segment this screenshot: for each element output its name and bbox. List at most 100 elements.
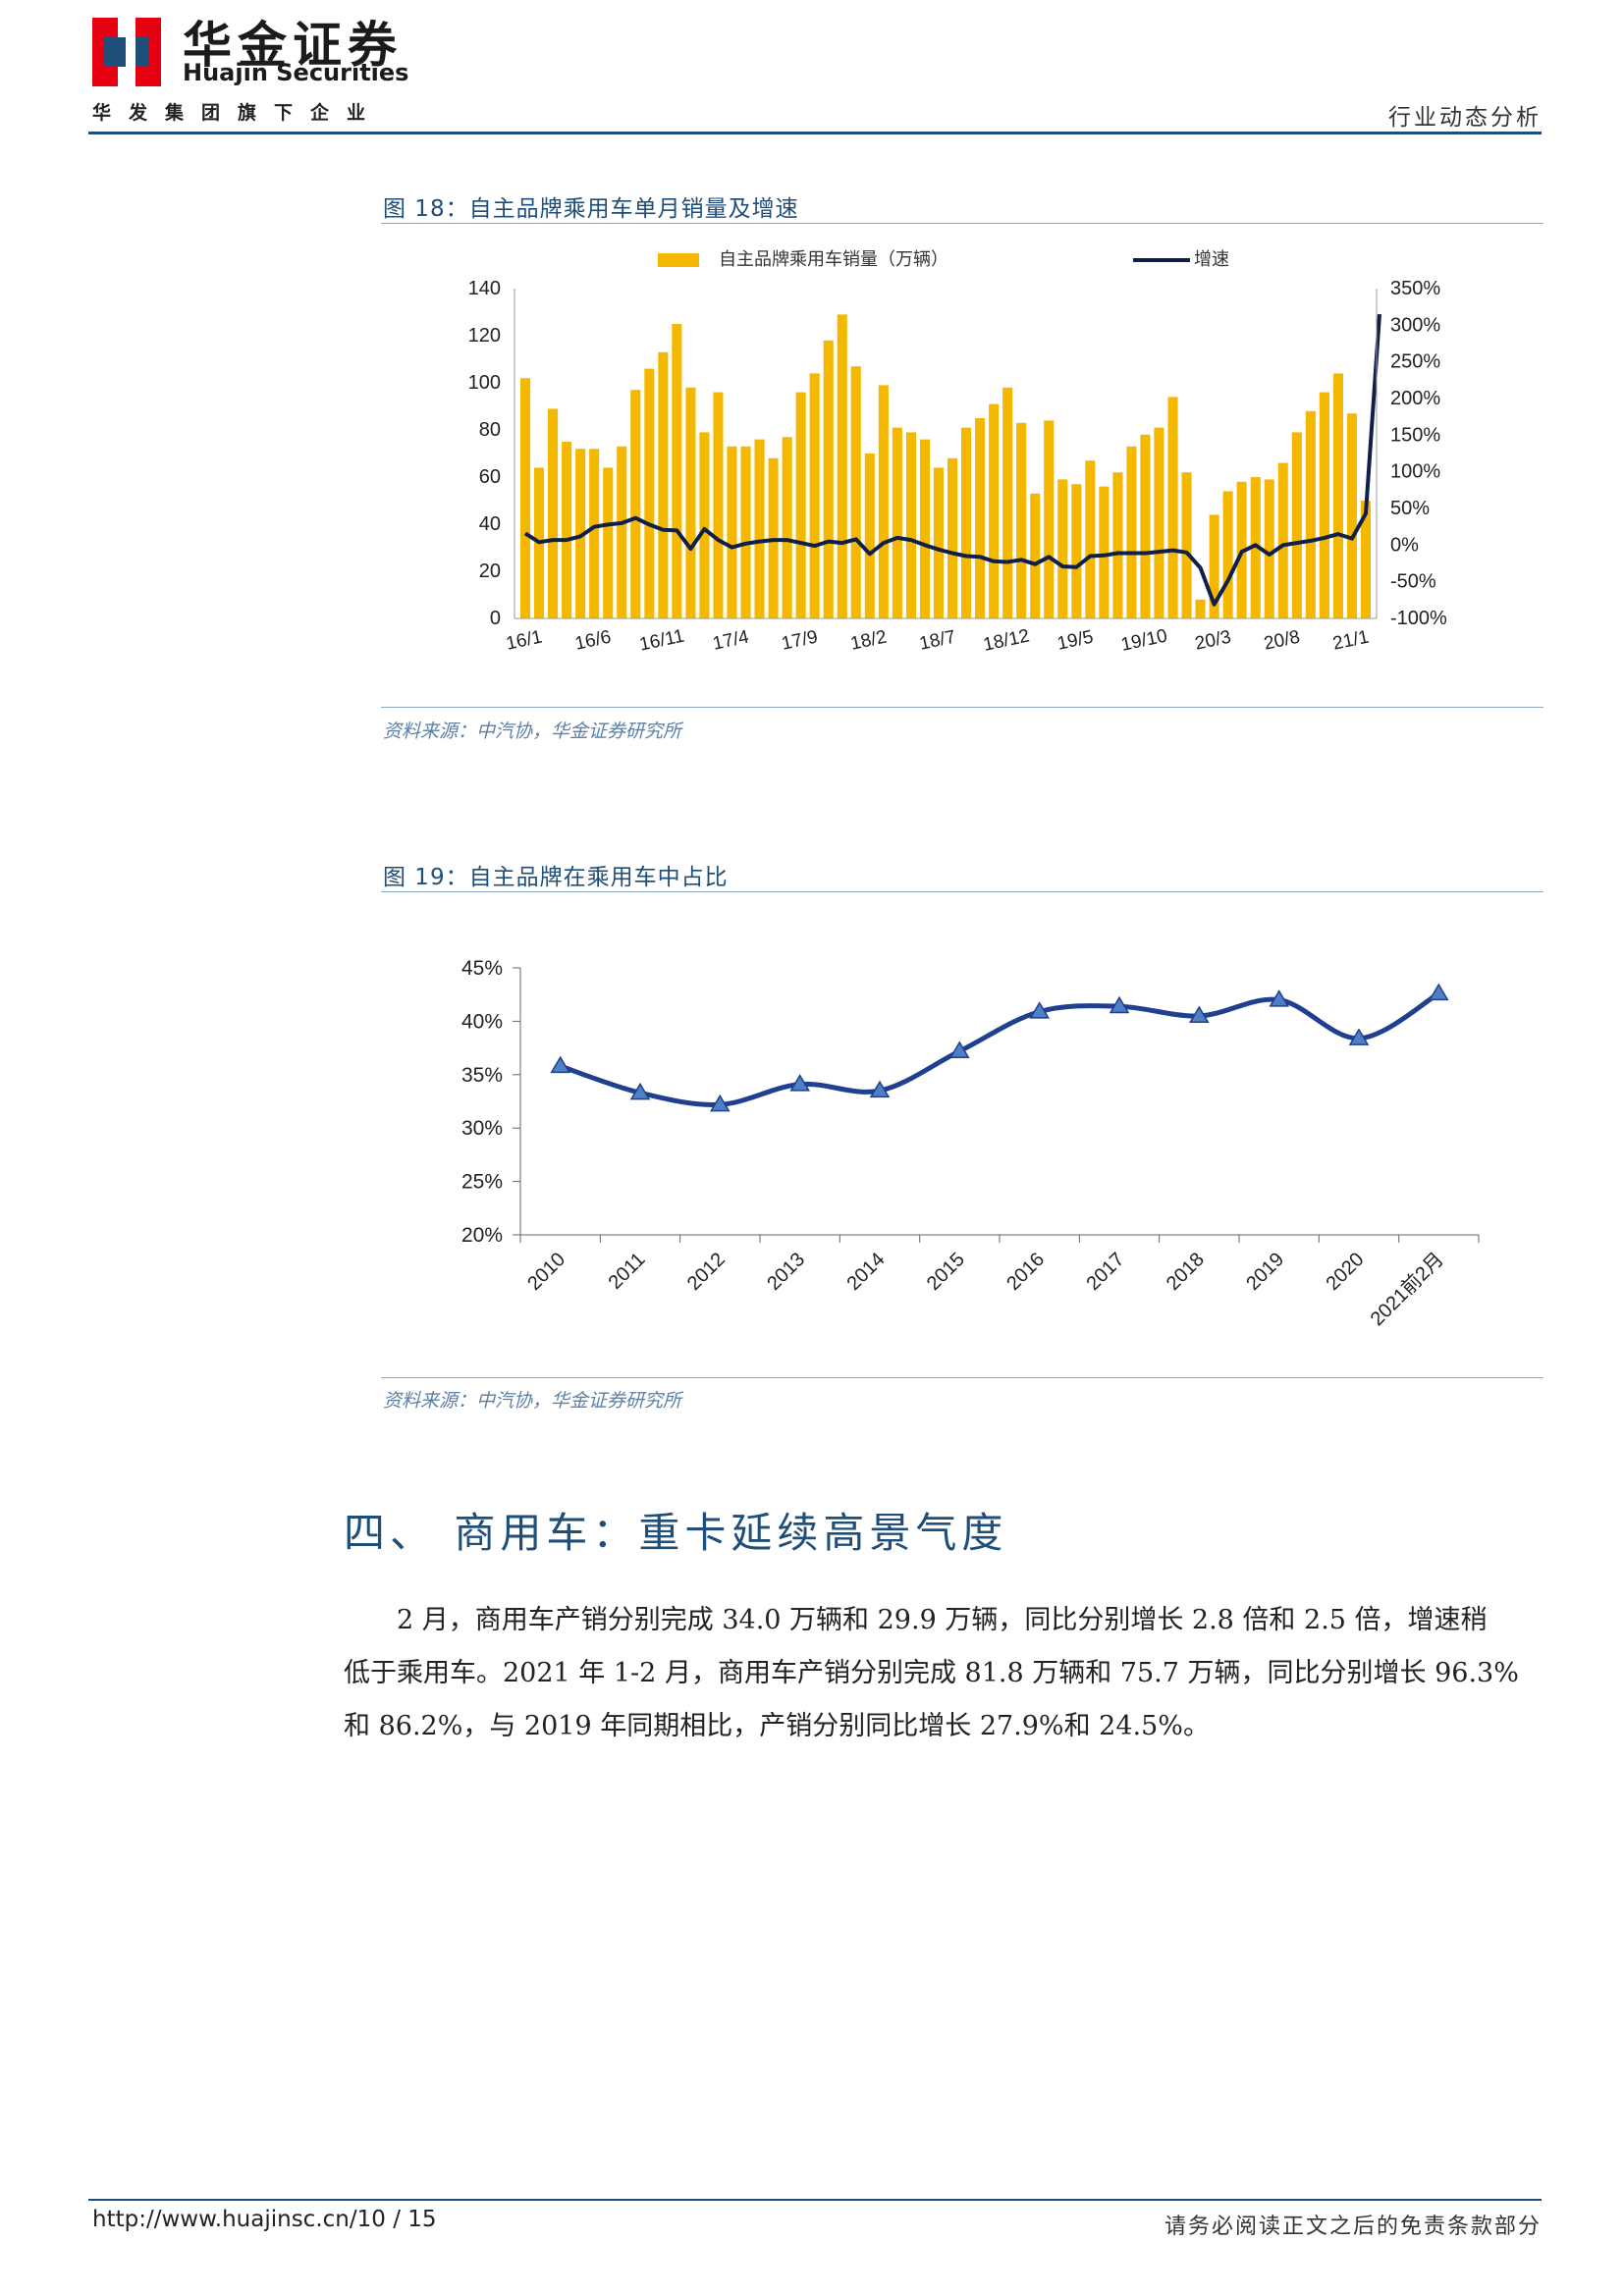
sales-bar — [961, 427, 972, 618]
footer-disclaimer: 请务必阅读正文之后的免责条款部分 — [1164, 2215, 1542, 2239]
sales-bar — [795, 392, 806, 618]
triangle-marker — [1428, 983, 1449, 1001]
sales-bar — [575, 449, 586, 618]
sales-bar — [1332, 373, 1343, 618]
x-tick-label: 18/7 — [918, 627, 958, 655]
header-divider — [88, 132, 1542, 134]
growth-line — [523, 313, 1381, 607]
sales-bar — [520, 378, 531, 618]
huajin-logo-icon — [92, 18, 161, 86]
sales-bar — [685, 387, 696, 618]
y-right-tick-label: 0% — [1390, 534, 1419, 556]
share-line — [559, 990, 1440, 1107]
figure-19-share-line — [559, 990, 1440, 1107]
sales-bar — [658, 351, 669, 618]
triangle-marker — [1109, 995, 1130, 1014]
x-tick-label: 2010 — [523, 1249, 569, 1295]
x-tick-label: 2017 — [1083, 1249, 1129, 1295]
figure-18-title: 图 18：自主品牌乘用车单月销量及增速 — [383, 196, 799, 222]
y-tick-label: 45% — [461, 957, 503, 980]
sales-bar — [1002, 387, 1013, 618]
sales-bar — [699, 432, 710, 618]
x-tick-label: 2019 — [1242, 1249, 1288, 1295]
y-right-tick-label: 200% — [1390, 388, 1440, 409]
y-tick-label: 35% — [461, 1064, 503, 1087]
y-tick-label: 25% — [461, 1171, 503, 1194]
y-right-tick-label: 150% — [1390, 424, 1440, 446]
sales-bar — [809, 373, 820, 618]
x-tick-label: 18/12 — [982, 625, 1032, 655]
triangle-marker — [1348, 1028, 1370, 1045]
y-right-tick-label: -50% — [1390, 571, 1436, 593]
sales-bar — [1085, 460, 1096, 618]
sales-bar — [617, 446, 627, 618]
sales-bar — [1291, 432, 1302, 618]
y-left-tick-label: 80 — [479, 419, 501, 441]
y-left-tick-label: 0 — [490, 608, 501, 629]
sales-bar — [1360, 501, 1371, 618]
sales-bar — [1181, 472, 1192, 618]
body-paragraph: 2 月，商用车产销分别完成 34.0 万辆和 29.9 万辆，同比分别增长 2.… — [344, 1594, 1543, 1753]
y-left-tick-label: 140 — [468, 278, 501, 299]
x-tick-label: 16/11 — [637, 626, 685, 656]
y-tick-label: 30% — [461, 1117, 503, 1140]
x-tick-label: 17/4 — [711, 626, 751, 654]
figure-19-source: 资料来源：中汽协，华金证券研究所 — [383, 1390, 682, 1412]
triangle-marker — [1269, 989, 1290, 1007]
sales-bar — [562, 442, 572, 618]
y-left-tick-label: 100 — [468, 372, 501, 394]
y-right-tick-label: 350% — [1390, 278, 1440, 299]
document-type: 行业动态分析 — [1388, 105, 1542, 131]
x-tick-label: 19/5 — [1056, 627, 1096, 655]
footer-url-page[interactable]: http://www.huajinsc.cn/10 / 15 — [92, 2207, 437, 2232]
figure-18-bottom-rule — [381, 707, 1543, 708]
figure-18-chart: 自主品牌乘用车销量（万辆） 增速 0 20 40 60 80 100 120 140 -100%… — [468, 249, 1447, 656]
sales-bar — [672, 324, 682, 618]
body-line-3: 和 86.2%，与 2019 年同期相比，产销分别同比增长 27.9%和 24.… — [344, 1711, 1210, 1741]
triangle-marker — [1188, 1005, 1210, 1024]
y-right-tick-label: -100% — [1390, 608, 1447, 629]
x-tick-label: 2011 — [605, 1249, 650, 1294]
x-tick-label: 19/10 — [1119, 625, 1169, 655]
sales-bar — [1277, 462, 1288, 618]
sales-bar — [1140, 434, 1151, 618]
triangle-marker — [709, 1094, 731, 1112]
sales-bar — [1222, 491, 1233, 618]
sales-bar — [975, 418, 986, 618]
y-right-tick-label: 250% — [1390, 351, 1440, 373]
figure-19-axes: 20% 25% 30% 35% 40% 45% 2010 2011 2012 2013 2014 20… — [461, 957, 1480, 1330]
x-tick-label: 17/9 — [780, 627, 820, 655]
sales-bar — [1346, 413, 1357, 618]
triangle-marker — [629, 1082, 651, 1100]
sales-bar — [1112, 472, 1123, 618]
x-tick-label: 18/2 — [848, 627, 889, 655]
y-right-tick-label: 100% — [1390, 461, 1440, 483]
figure-18-source: 资料来源：中汽协，华金证券研究所 — [383, 721, 682, 742]
brand-name-cn: 华金证券 — [183, 17, 403, 74]
brand-name-en: Huajin Securities — [183, 59, 409, 86]
figure-18-top-rule — [381, 223, 1543, 224]
x-tick-label: 2021前2月 — [1366, 1248, 1448, 1330]
y-tick-label: 40% — [461, 1010, 503, 1033]
body-line-2: 低于乘用车。2021 年 1-2 月，商用车产销分别完成 81.8 万辆和 75… — [344, 1658, 1519, 1688]
sales-bar — [850, 366, 861, 618]
x-tick-label: 2018 — [1163, 1249, 1209, 1295]
x-tick-label: 16/6 — [573, 627, 614, 655]
triangle-marker — [550, 1055, 571, 1074]
sales-bar — [1195, 599, 1206, 618]
sales-bar — [1154, 427, 1164, 618]
sales-bar — [1071, 484, 1082, 618]
figure-19-top-rule — [381, 891, 1543, 892]
sales-bar — [754, 439, 765, 618]
footer-divider — [88, 2199, 1542, 2201]
sales-bar — [1030, 493, 1041, 618]
figure-19-bottom-rule — [381, 1377, 1543, 1378]
y-left-tick-label: 40 — [479, 513, 501, 535]
sales-bar — [1319, 392, 1329, 618]
body-line-1: 2 月，商用车产销分别完成 34.0 万辆和 29.9 万辆，同比分别增长 2.… — [397, 1605, 1488, 1635]
sales-bar — [1167, 397, 1178, 618]
y-tick-label: 20% — [461, 1224, 503, 1247]
sales-bar — [1250, 477, 1261, 618]
figure-19-markers — [550, 983, 1449, 1112]
figure-19-title: 图 19：自主品牌在乘用车中占比 — [383, 865, 729, 890]
